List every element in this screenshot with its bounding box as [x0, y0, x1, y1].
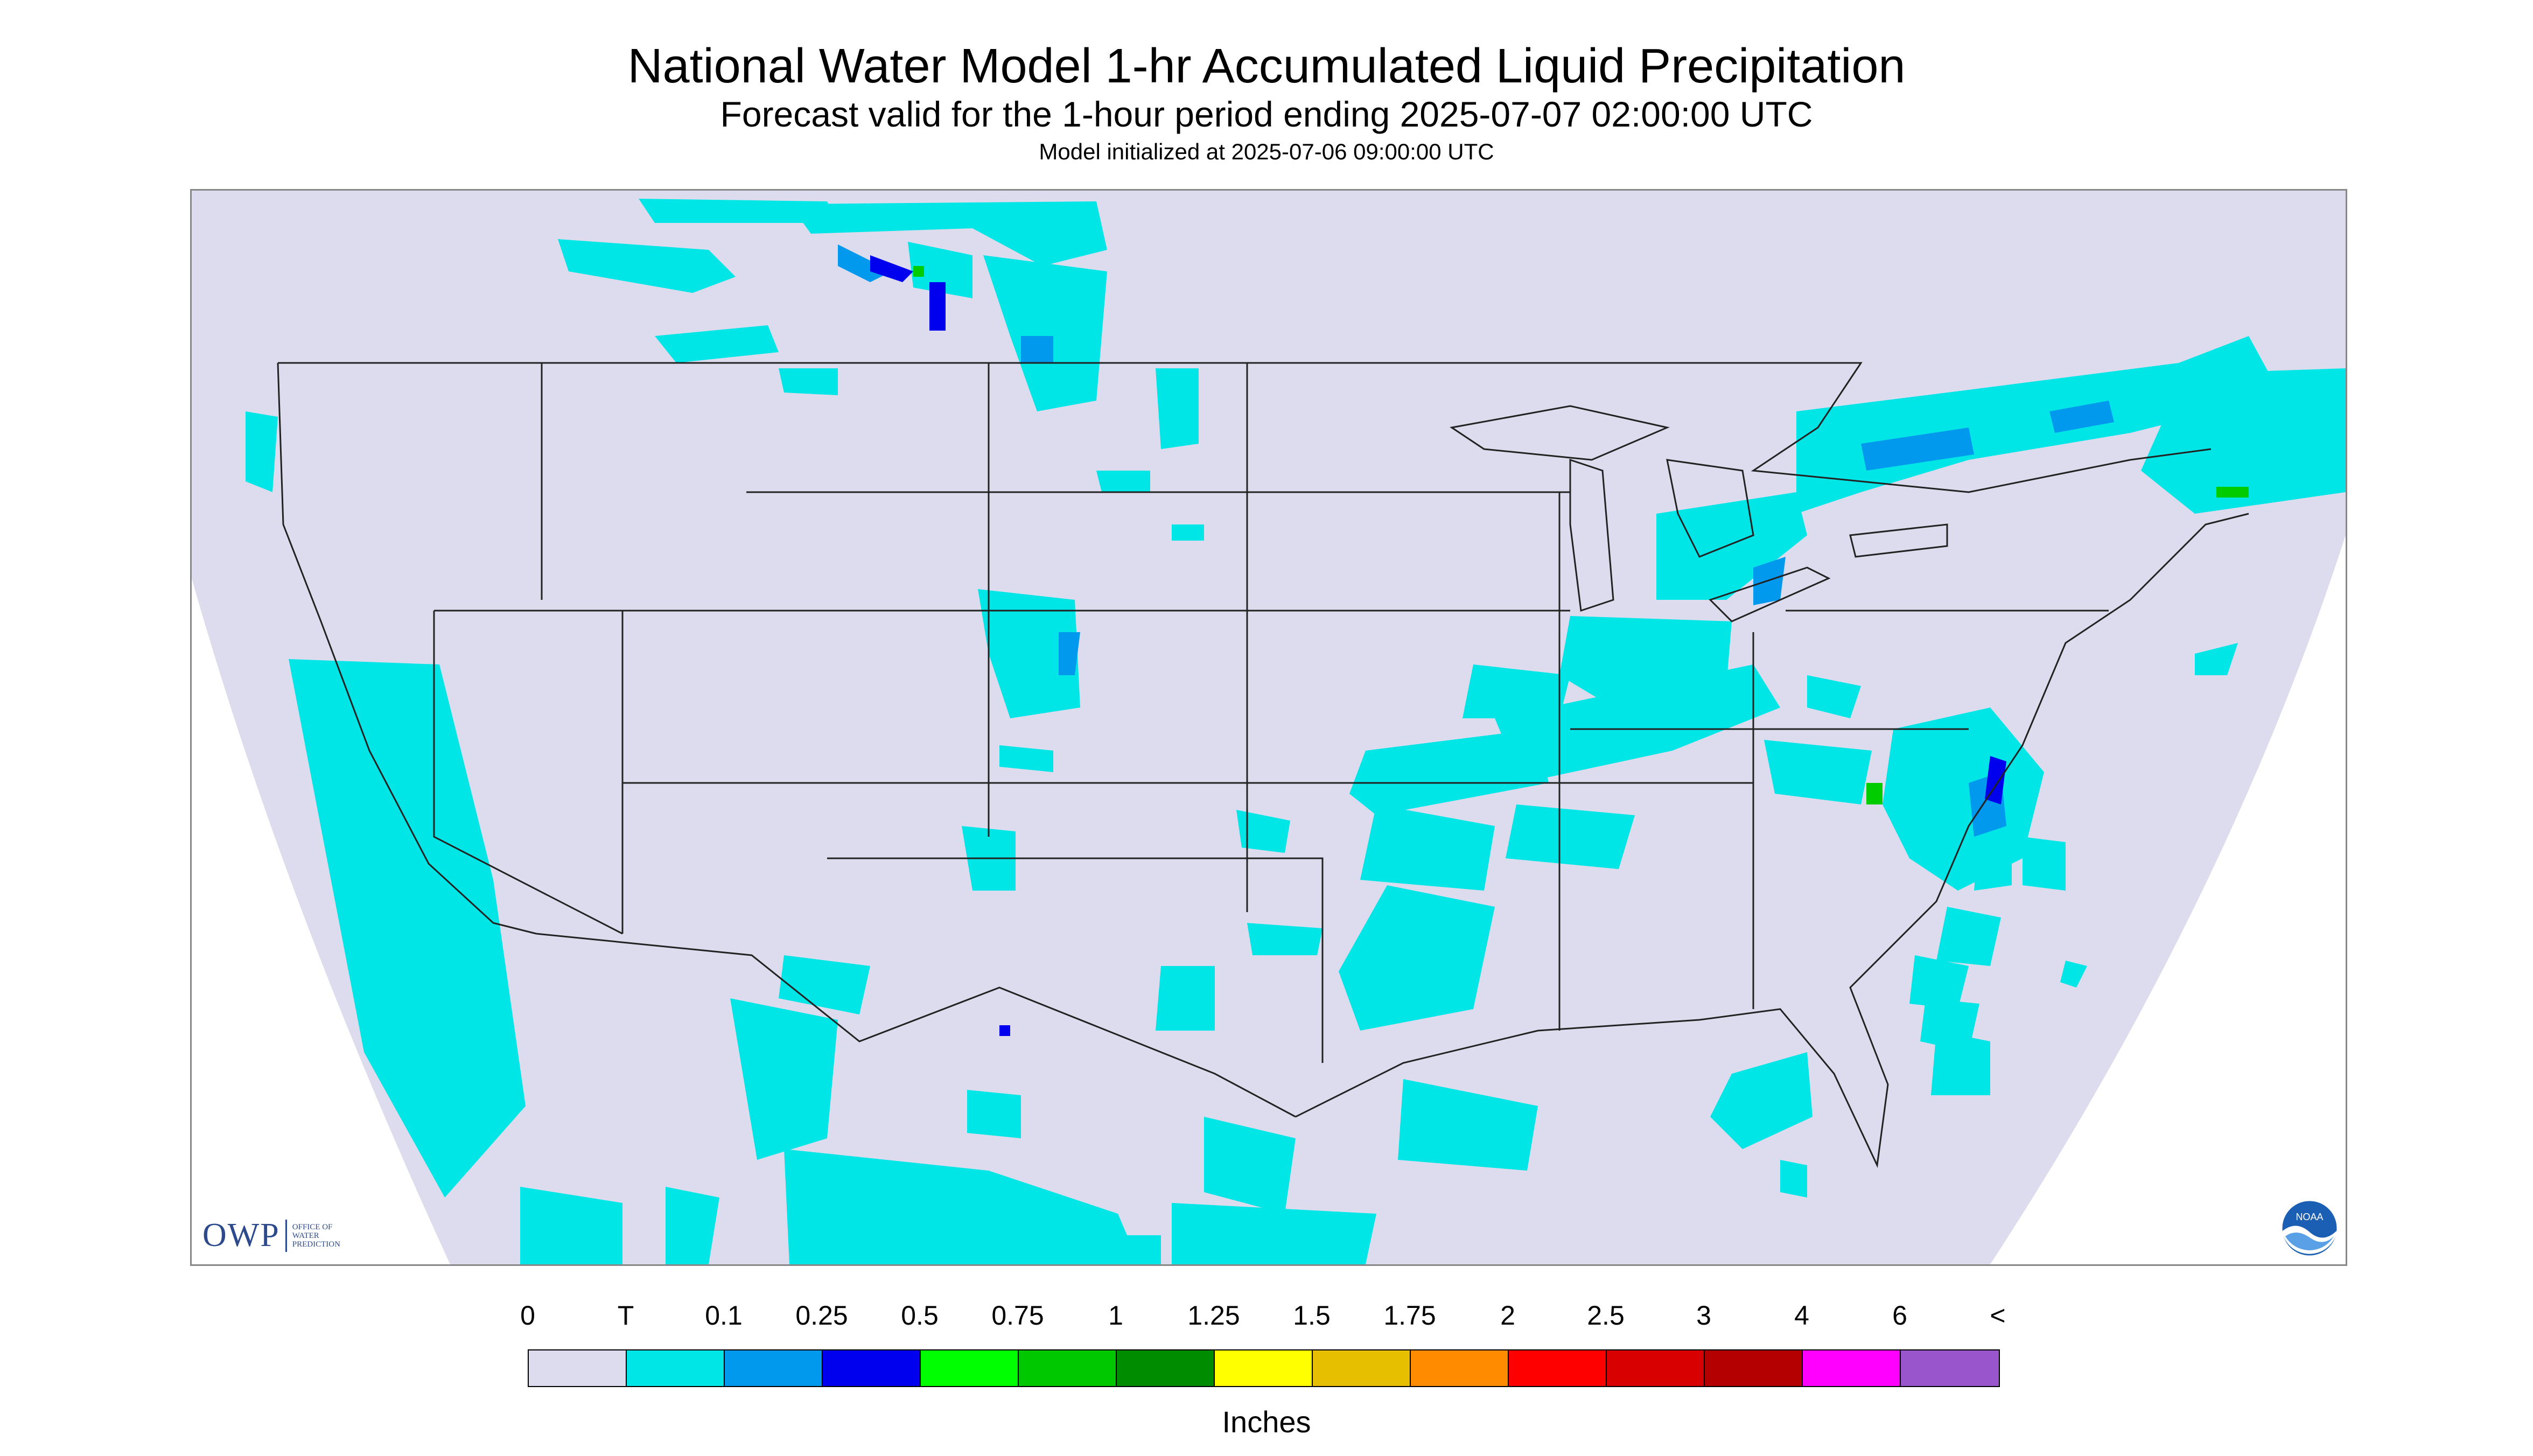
map-title: National Water Model 1-hr Accumulated Li… [627, 39, 1906, 93]
legend-tick-label: 4 [1794, 1300, 1809, 1331]
legend-swatch [1411, 1350, 1509, 1386]
legend-tick-label: 0.1 [705, 1300, 743, 1331]
owp-logo-text: OWP [202, 1217, 280, 1254]
precip-blue-layer [870, 255, 2006, 1036]
great-lakes [1450, 405, 1948, 622]
legend-swatch [1803, 1350, 1901, 1386]
legend-tick-label: 0.25 [795, 1300, 848, 1331]
legend-swatch [1215, 1350, 1313, 1386]
legend-swatch [1019, 1350, 1117, 1386]
lake-erie [1709, 566, 1831, 622]
legend-tick-label: 0.5 [901, 1300, 939, 1331]
legend-tick-label: 1.25 [1187, 1300, 1240, 1331]
legend-tick-label: 1.75 [1383, 1300, 1436, 1331]
legend-tick-label: 1 [1108, 1300, 1123, 1331]
gulf-coast [1295, 513, 2249, 1168]
noaa-logo-text: NOAA [2296, 1212, 2323, 1222]
legend-swatch [725, 1350, 823, 1386]
legend-labels: 0 T 0.1 0.25 0.5 0.75 1 1.25 1.5 1.75 2 2.5 3 4 6 < [0, 1300, 2533, 1332]
noaa-logo: NOAA [2280, 1199, 2339, 1257]
owp-logo: OWP OFFICE OF WATER PREDICTION [202, 1216, 357, 1255]
legend-tick-label: 3 [1696, 1300, 1711, 1331]
lake-superior [1450, 405, 1670, 461]
state-line-nevada [433, 611, 623, 935]
legend-swatch [823, 1350, 921, 1386]
precip-green-layer [913, 266, 2249, 804]
boundary-lines [277, 362, 2249, 1168]
legend-swatch [1117, 1350, 1215, 1386]
owp-logo-subtext: OFFICE OF WATER PREDICTION [292, 1222, 340, 1249]
model-init-text: Model initialized at 2025-07-06 09:00:00… [1039, 139, 1494, 164]
legend-swatch [1313, 1350, 1411, 1386]
legend-tick-label: 0.75 [991, 1300, 1044, 1331]
legend-tick-label: 2 [1500, 1300, 1515, 1331]
legend-units: Inches [1222, 1405, 1311, 1439]
pacific-coast [277, 362, 537, 935]
legend-swatch [1509, 1350, 1607, 1386]
legend-swatch [1705, 1350, 1803, 1386]
precipitation-map [192, 191, 2346, 1264]
map-frame: OWP OFFICE OF WATER PREDICTION NOAA [190, 189, 2347, 1266]
legend-swatch [1607, 1350, 1705, 1386]
legend-colorbar [528, 1349, 2000, 1387]
legend-tick-label: 6 [1892, 1300, 1907, 1331]
legend-tick-label: < [1990, 1300, 2006, 1331]
map-subtitle: Forecast valid for the 1-hour period end… [720, 94, 1813, 134]
precip-trace-layer [246, 199, 2346, 1264]
lake-ontario [1849, 523, 1948, 558]
legend-tick-label: 2.5 [1587, 1300, 1625, 1331]
legend-swatch [921, 1350, 1019, 1386]
canada-border [278, 362, 2212, 493]
lake-michigan [1569, 458, 1614, 612]
legend-tick-label: 0 [520, 1300, 535, 1331]
legend-swatch [529, 1350, 627, 1386]
legend-swatch [627, 1350, 725, 1386]
lake-huron [1666, 459, 1754, 558]
legend-swatch [1901, 1350, 1999, 1386]
legend-tick-label: 1.5 [1293, 1300, 1331, 1331]
mexico-border [536, 933, 1296, 1118]
owp-logo-divider [285, 1219, 287, 1252]
legend-tick-label: T [617, 1300, 634, 1331]
state-line-texas [827, 857, 1324, 1063]
